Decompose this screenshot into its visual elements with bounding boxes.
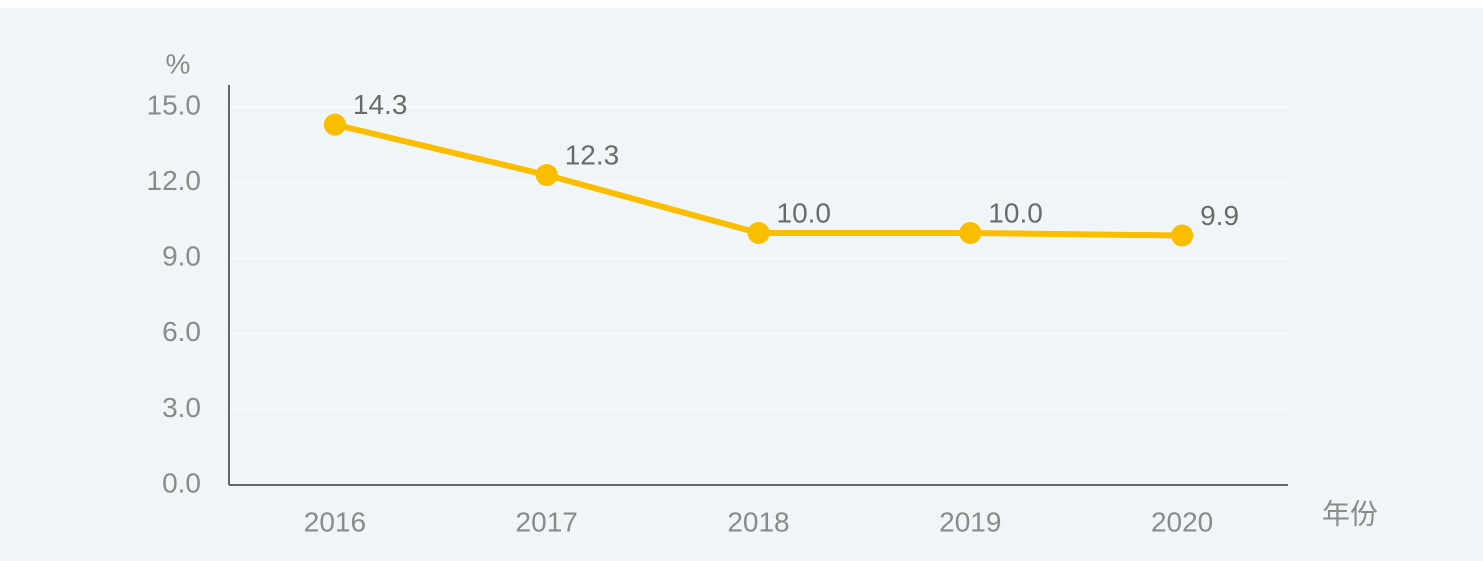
x-tick-label: 2019 [939, 506, 1001, 537]
value-label: 14.3 [353, 89, 408, 120]
point [323, 113, 346, 136]
y-tick-label: 0.0 [162, 467, 201, 498]
y-axis-label: % [166, 48, 191, 79]
x-tick-label: 2017 [516, 506, 578, 537]
point [747, 222, 770, 244]
x-axis-label: 年份 [1322, 498, 1378, 529]
point [959, 222, 982, 244]
chart-background [0, 8, 1483, 561]
x-tick-label: 2018 [727, 506, 789, 537]
point [1171, 224, 1194, 247]
y-tick-label: 15.0 [147, 89, 202, 120]
x-tick-label: 2020 [1151, 506, 1213, 537]
y-tick-label: 9.0 [162, 241, 201, 272]
value-label: 10.0 [988, 197, 1043, 228]
value-label: 12.3 [565, 139, 620, 170]
value-label: 9.9 [1200, 200, 1239, 231]
value-label: 10.0 [777, 197, 832, 228]
y-tick-label: 3.0 [162, 392, 201, 423]
y-tick-label: 6.0 [162, 316, 201, 347]
y-tick-label: 12.0 [147, 165, 202, 196]
x-tick-label: 2016 [304, 506, 366, 537]
point [535, 164, 558, 187]
